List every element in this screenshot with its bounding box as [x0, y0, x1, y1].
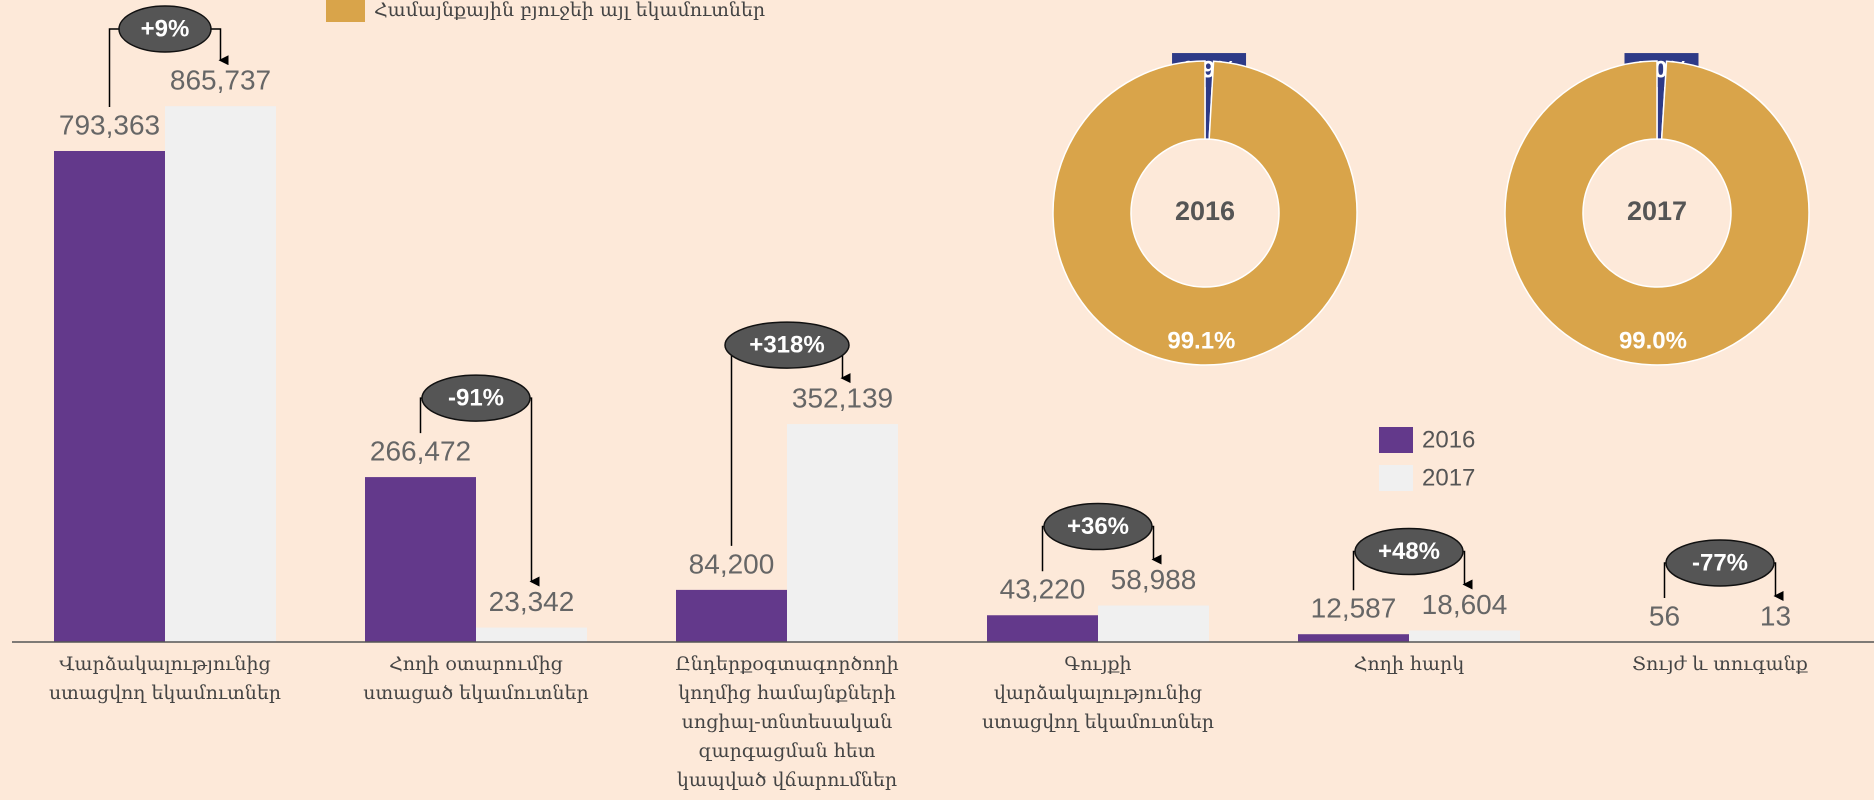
value-label: 56 — [1649, 600, 1680, 631]
change-badge — [118, 5, 212, 53]
change-bracket — [730, 344, 787, 546]
slice-label: 99.0% — [1619, 327, 1687, 354]
bar — [676, 589, 787, 642]
x-tick-label: ստացած եկամուտներ — [363, 682, 588, 704]
value-label: 43,220 — [1000, 574, 1086, 605]
bar — [1409, 630, 1520, 642]
donut-slice — [1504, 60, 1810, 366]
x-tick-label: Տույժ և տուգանք — [1632, 653, 1808, 675]
slice-label: 99.1% — [1167, 327, 1235, 354]
bar — [787, 424, 898, 642]
change-badge — [724, 321, 850, 369]
x-tick-label: Հողի հարկ — [1354, 653, 1465, 675]
change-label: +318% — [749, 331, 824, 358]
x-tick-label: ստացվող եկամուտներ — [982, 711, 1214, 733]
value-label: 865,737 — [170, 65, 271, 96]
change-badge — [1665, 539, 1775, 587]
change-label: +36% — [1067, 513, 1129, 540]
value-label: 13 — [1760, 600, 1791, 631]
bar — [365, 477, 476, 642]
change-label: -77% — [1692, 549, 1748, 576]
x-tick-label: զարգացման հետ — [699, 740, 876, 762]
change-badge — [1043, 502, 1153, 551]
x-tick-label: վարձակալությունից — [994, 682, 1202, 704]
x-tick-label: կապված վճարումներ — [677, 769, 897, 791]
x-tick-label: Ընդերքօգտագործողի — [675, 653, 898, 675]
value-label: 352,139 — [792, 382, 893, 413]
legend-label: 2016 — [1422, 426, 1475, 453]
legend-swatch — [1379, 427, 1413, 453]
value-label: 793,363 — [59, 109, 160, 140]
change-label: -91% — [448, 384, 504, 411]
change-label: +9% — [141, 15, 190, 42]
change-arrow — [476, 397, 540, 587]
legend-label: Համայնքային բյուջեի այլ եկամուտներ — [374, 0, 765, 21]
x-tick-label: կողմից համայնքների — [678, 682, 896, 704]
bar — [1298, 634, 1409, 642]
donut-slice — [1052, 60, 1358, 366]
x-tick-label: Գույքի — [1064, 653, 1131, 675]
change-badge — [421, 374, 531, 422]
bar — [476, 627, 587, 642]
change-badge — [1354, 527, 1464, 576]
value-label: 58,988 — [1111, 564, 1197, 595]
value-label: 12,587 — [1311, 593, 1397, 624]
value-label: 266,472 — [370, 435, 471, 466]
x-tick-label: ստացվող եկամուտներ — [49, 682, 281, 704]
donut-center-label: 2017 — [1627, 196, 1687, 226]
x-tick-label: Հողի օտարումից — [389, 653, 563, 675]
x-tick-label: սոցիալ-տնտեսական — [682, 711, 893, 733]
bar — [165, 106, 276, 643]
bar — [987, 615, 1098, 642]
legend-label: 2017 — [1422, 464, 1475, 491]
value-label: 84,200 — [689, 548, 775, 579]
legend-swatch — [326, 0, 365, 22]
bar — [1098, 605, 1209, 642]
bar — [54, 150, 165, 642]
legend-swatch — [1379, 465, 1413, 491]
value-label: 18,604 — [1422, 589, 1508, 620]
change-label: +48% — [1378, 538, 1440, 565]
value-label: 23,342 — [489, 586, 575, 617]
x-tick-label: Վարձակալությունից — [59, 653, 271, 675]
donut-center-label: 2016 — [1175, 196, 1235, 226]
